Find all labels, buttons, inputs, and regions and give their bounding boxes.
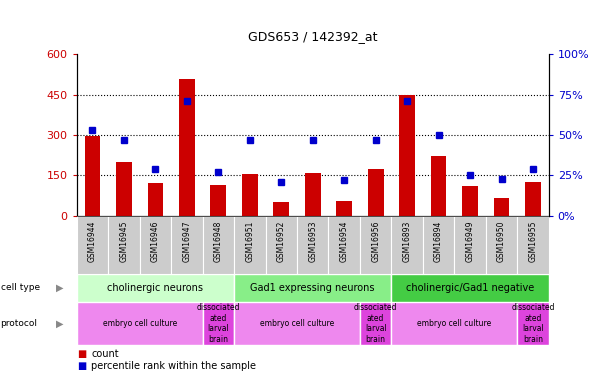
Bar [423, 216, 454, 274]
Bar [360, 302, 391, 345]
Text: dissociated
ated
larval
brain: dissociated ated larval brain [196, 303, 240, 344]
Bar [234, 302, 360, 345]
Text: GSM16952: GSM16952 [277, 220, 286, 262]
Text: GSM16954: GSM16954 [340, 220, 349, 262]
Text: GDS653 / 142392_at: GDS653 / 142392_at [248, 30, 378, 43]
Text: GSM16946: GSM16946 [151, 220, 160, 262]
Bar [266, 216, 297, 274]
Text: embryo cell culture: embryo cell culture [260, 319, 334, 328]
Text: ▶: ▶ [56, 318, 64, 328]
Bar [202, 216, 234, 274]
Bar [234, 216, 266, 274]
Text: embryo cell culture: embryo cell culture [103, 319, 177, 328]
Text: dissociated
ated
larval
brain: dissociated ated larval brain [354, 303, 398, 344]
Bar [305, 172, 320, 216]
Bar [368, 169, 384, 216]
Text: GSM16956: GSM16956 [371, 220, 380, 262]
Text: Gad1 expressing neurons: Gad1 expressing neurons [250, 283, 375, 293]
Bar [399, 95, 415, 216]
Text: ■: ■ [77, 361, 86, 371]
Text: cell type: cell type [1, 284, 40, 292]
Text: ▶: ▶ [56, 283, 64, 293]
Bar [462, 186, 478, 216]
Bar [336, 201, 352, 216]
Text: cholinergic/Gad1 negative: cholinergic/Gad1 negative [406, 283, 534, 293]
Bar [77, 274, 234, 302]
Bar [431, 156, 447, 216]
Text: GSM16949: GSM16949 [466, 220, 474, 262]
Bar [391, 216, 423, 274]
Bar [77, 216, 108, 274]
Bar [242, 174, 258, 216]
Text: GSM16945: GSM16945 [119, 220, 129, 262]
Bar [179, 79, 195, 216]
Bar [234, 274, 391, 302]
Bar [329, 216, 360, 274]
Bar [360, 216, 391, 274]
Bar [211, 185, 226, 216]
Bar [517, 302, 549, 345]
Text: GSM16951: GSM16951 [245, 220, 254, 262]
Bar [202, 302, 234, 345]
Bar [108, 216, 140, 274]
Bar [525, 182, 541, 216]
Bar [273, 202, 289, 216]
Bar [84, 136, 100, 216]
Bar [171, 216, 202, 274]
Bar [116, 162, 132, 216]
Text: GSM16944: GSM16944 [88, 220, 97, 262]
Text: count: count [91, 349, 119, 359]
Text: percentile rank within the sample: percentile rank within the sample [91, 361, 257, 371]
Bar [494, 198, 509, 216]
Bar [486, 216, 517, 274]
Bar [391, 274, 549, 302]
Bar [391, 302, 517, 345]
Text: protocol: protocol [1, 319, 38, 328]
Bar [454, 216, 486, 274]
Text: GSM16947: GSM16947 [182, 220, 191, 262]
Text: GSM16893: GSM16893 [402, 220, 412, 262]
Bar [517, 216, 549, 274]
Bar [297, 216, 329, 274]
Bar [148, 183, 163, 216]
Text: cholinergic neurons: cholinergic neurons [107, 283, 204, 293]
Text: dissociated
ated
larval
brain: dissociated ated larval brain [511, 303, 555, 344]
Text: embryo cell culture: embryo cell culture [417, 319, 491, 328]
Bar [77, 302, 202, 345]
Text: ■: ■ [77, 349, 86, 359]
Bar [140, 216, 171, 274]
Text: GSM16948: GSM16948 [214, 220, 223, 262]
Text: GSM16955: GSM16955 [529, 220, 537, 262]
Text: GSM16894: GSM16894 [434, 220, 443, 262]
Text: GSM16950: GSM16950 [497, 220, 506, 262]
Text: GSM16953: GSM16953 [308, 220, 317, 262]
